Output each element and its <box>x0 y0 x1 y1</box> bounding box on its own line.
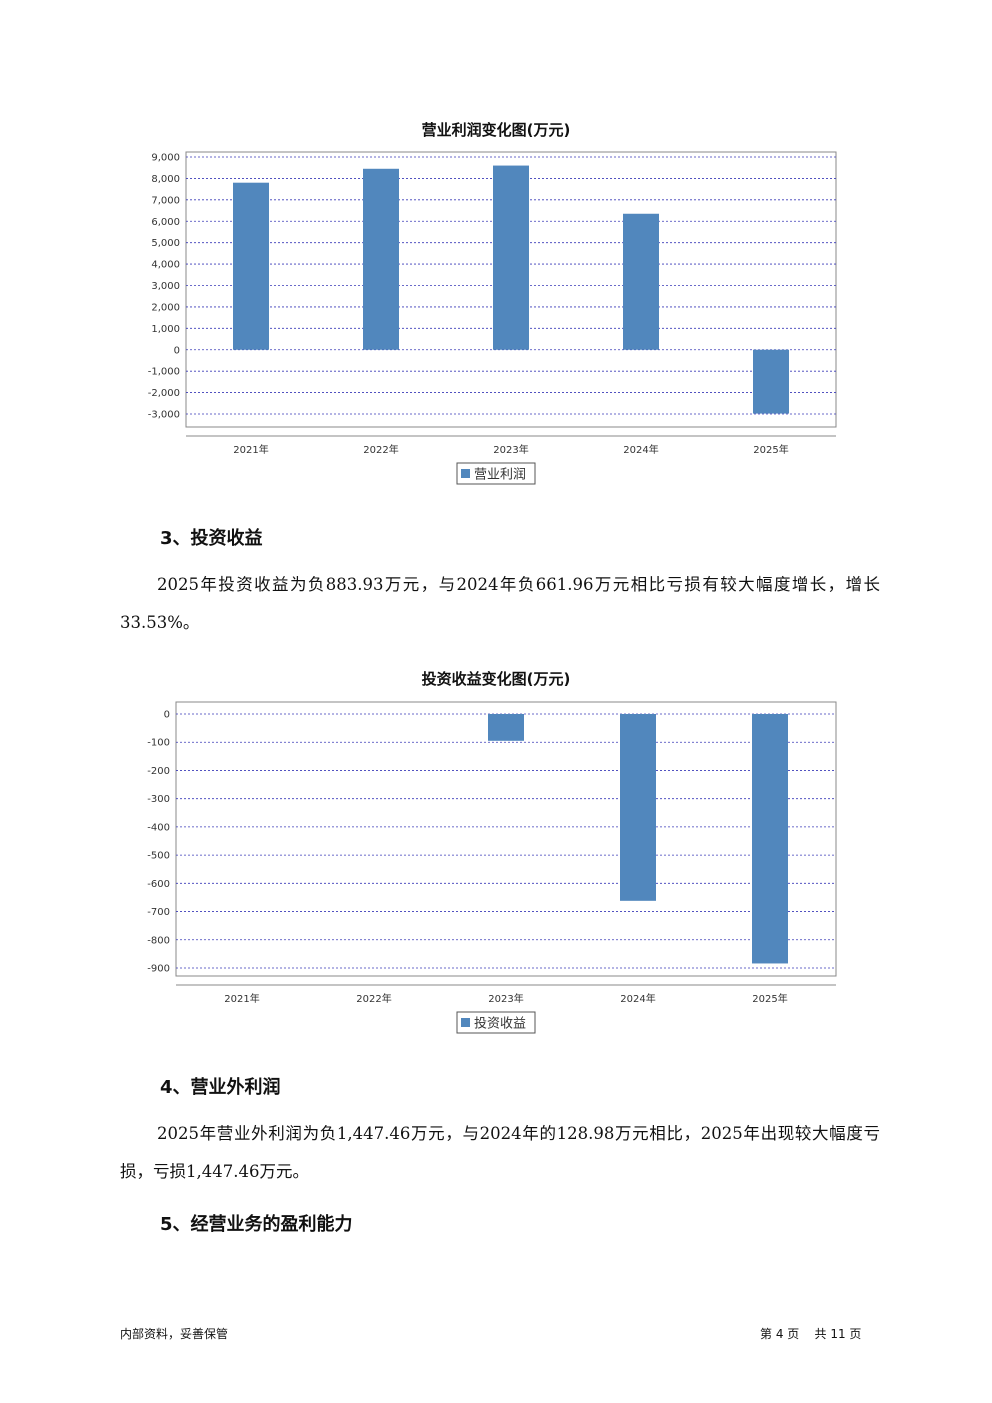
y-tick-label: -2,000 <box>148 388 180 399</box>
y-tick-label: 2,000 <box>151 302 180 313</box>
plot-frame <box>175 701 837 977</box>
x-tick-label: 2022年 <box>356 992 391 1005</box>
legend-label: 营业利润 <box>474 468 526 483</box>
y-tick-label: -900 <box>147 964 170 975</box>
y-tick-label: -600 <box>147 879 170 890</box>
y-tick-label: -500 <box>147 851 170 862</box>
bar-2022年 <box>363 168 399 350</box>
legend-swatch <box>461 1018 470 1027</box>
y-tick-label: 7,000 <box>151 195 180 206</box>
y-tick-label: 0 <box>174 345 180 356</box>
bar-2021年 <box>233 182 269 350</box>
y-tick-label: 6,000 <box>151 217 180 228</box>
y-tick-label: 0 <box>164 710 170 721</box>
y-tick-label: -800 <box>147 935 170 946</box>
x-tick-label: 2021年 <box>233 443 268 456</box>
chart-title: 营业利润变化图(万元) <box>422 121 571 139</box>
chart-title: 投资收益变化图(万元) <box>422 670 571 688</box>
y-tick-label: -700 <box>147 907 170 918</box>
footer-confidential-note: 内部资料，妥善保管 <box>120 1327 229 1341</box>
bar-2024年 <box>620 714 656 901</box>
operating-profit-chart: 营业利润变化图(万元) 9,000 8,000 7,000 6,000 5,000 4,00… <box>0 110 992 490</box>
y-tick-label: 9,000 <box>151 153 180 164</box>
chart-legend: 投资收益 <box>456 1011 536 1034</box>
investment-income-chart-svg: 投资收益变化图(万元) 0 -100 -200 -300 -400 -500 -600 -700… <box>147 670 837 1034</box>
bar-2025年 <box>753 349 789 414</box>
section-4-paragraph: 2025年营业外利润为负1,447.46万元，与2024年的128.98万元相比… <box>120 1124 880 1181</box>
x-tick-label: 2023年 <box>493 443 528 456</box>
section-4-heading: 4、营业外利润 <box>160 1077 281 1098</box>
legend-box <box>456 1011 536 1034</box>
legend-box <box>456 462 536 485</box>
section-3-heading: 3、投资收益 <box>160 528 263 549</box>
x-tick-label: 2021年 <box>224 992 259 1005</box>
footer-page-number: 第 4 页 共 11 页 <box>760 1327 862 1341</box>
y-tick-label: 5,000 <box>151 238 180 249</box>
x-tick-label: 2023年 <box>488 992 523 1005</box>
section-3-paragraph: 2025年投资收益为负883.93万元，与2024年负661.96万元相比亏损有… <box>120 575 880 632</box>
bar-2023年 <box>493 165 529 350</box>
operating-profit-chart-svg: 营业利润变化图(万元) 9,000 8,000 7,000 6,000 5,000 4,00… <box>148 121 837 485</box>
x-tick-label: 2022年 <box>363 443 398 456</box>
investment-income-chart: 投资收益变化图(万元) 0 -100 -200 -300 -400 -500 -600 -700… <box>0 660 992 1040</box>
y-tick-label: 4,000 <box>151 260 180 271</box>
y-tick-label: -3,000 <box>148 410 180 421</box>
legend-swatch <box>461 469 470 478</box>
y-tick-label: -100 <box>147 738 170 749</box>
x-tick-label: 2024年 <box>623 443 658 456</box>
y-tick-label: -1,000 <box>148 367 180 378</box>
x-tick-label: 2025年 <box>752 992 787 1005</box>
y-tick-label: -400 <box>147 822 170 833</box>
bar-2025年 <box>752 714 788 964</box>
y-tick-label: 3,000 <box>151 281 180 292</box>
y-tick-label: -300 <box>147 794 170 805</box>
y-tick-label: 8,000 <box>151 174 180 185</box>
x-tick-label: 2024年 <box>620 992 655 1005</box>
y-tick-label: -200 <box>147 766 170 777</box>
section-5-heading: 5、经营业务的盈利能力 <box>160 1214 353 1235</box>
chart-legend: 营业利润 <box>456 462 536 485</box>
legend-label: 投资收益 <box>474 1016 526 1032</box>
y-tick-label: 1,000 <box>151 324 180 335</box>
bar-2023年 <box>488 714 524 741</box>
x-tick-label: 2025年 <box>753 443 788 456</box>
bar-2024年 <box>623 213 659 350</box>
